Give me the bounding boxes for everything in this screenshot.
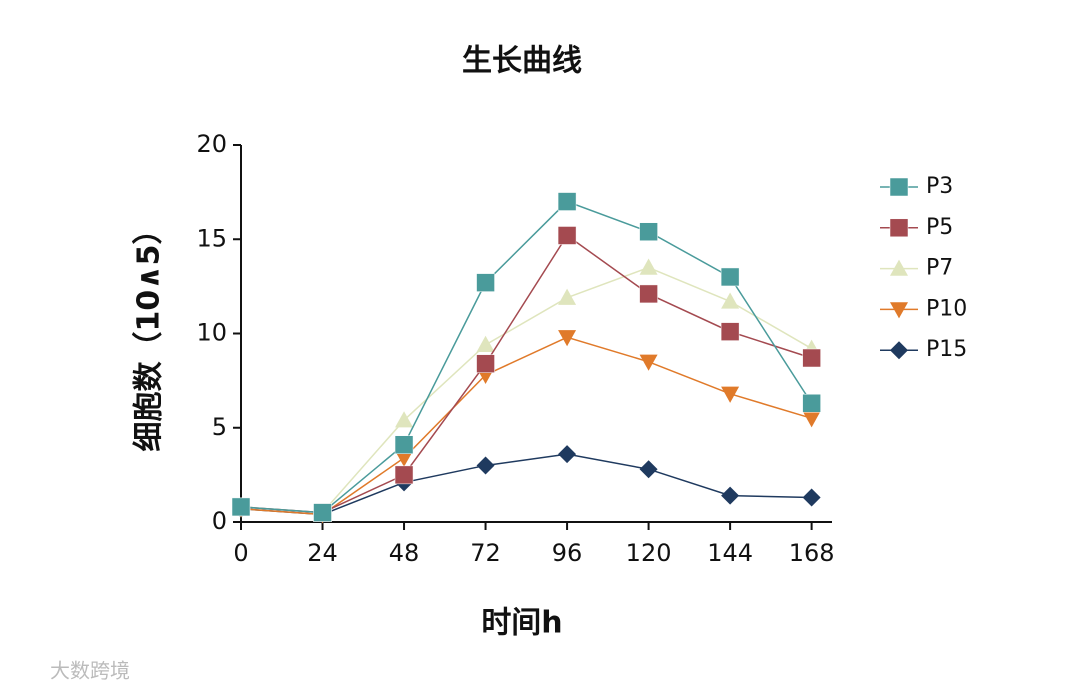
marker: [558, 288, 577, 305]
marker: [889, 177, 909, 197]
marker: [639, 258, 658, 275]
watermark: 大数跨境: [50, 659, 130, 683]
x-axis-label: 时间h: [481, 606, 562, 641]
marker: [890, 302, 908, 319]
marker: [558, 330, 577, 347]
marker: [802, 393, 821, 413]
marker: [802, 348, 821, 368]
marker: [802, 411, 821, 428]
series-line: [240, 336, 812, 516]
marker: [313, 503, 332, 522]
legend-label: P15: [926, 337, 967, 362]
x-tick-label: 0: [233, 539, 248, 567]
marker: [557, 226, 577, 245]
y-tick-label: 0: [212, 507, 227, 535]
marker: [890, 341, 908, 360]
marker: [476, 273, 495, 292]
y-tick-label: 15: [196, 224, 227, 252]
y-tick-label: 5: [212, 413, 227, 441]
marker: [639, 354, 658, 371]
chart-title: 生长曲线: [462, 44, 582, 79]
marker: [721, 486, 740, 505]
marker: [557, 192, 577, 211]
marker: [639, 460, 658, 479]
x-tick-label: 72: [470, 539, 501, 567]
y-tick-label: 10: [196, 319, 227, 347]
marker: [476, 335, 495, 353]
y-axis-label: 细胞数（10∧5）: [132, 215, 167, 452]
series-line: [240, 234, 812, 514]
legend-label: P5: [926, 215, 953, 240]
marker: [395, 411, 414, 428]
marker: [721, 386, 740, 403]
x-tick-label: 48: [389, 539, 420, 567]
series-line: [240, 453, 812, 516]
y-tick-label: 20: [196, 130, 227, 158]
marker: [639, 222, 658, 241]
marker: [394, 465, 414, 485]
marker: [476, 456, 495, 475]
marker: [231, 497, 251, 517]
marker: [639, 284, 658, 304]
series-line: [240, 200, 813, 514]
x-tick-label: 144: [707, 539, 753, 567]
marker: [558, 445, 577, 464]
marker: [802, 488, 821, 507]
marker: [889, 218, 909, 238]
x-tick-label: 24: [307, 539, 338, 567]
marker: [720, 267, 740, 287]
marker: [720, 322, 740, 341]
legend-label: P10: [926, 296, 967, 321]
series-line: [240, 266, 812, 514]
marker: [890, 259, 908, 276]
x-tick-label: 168: [789, 539, 835, 567]
x-tick-label: 120: [626, 539, 672, 567]
marker: [395, 450, 414, 467]
marker: [394, 435, 414, 454]
legend-label: P3: [926, 174, 953, 199]
marker: [476, 354, 495, 373]
x-tick-label: 96: [552, 539, 583, 567]
marker: [721, 292, 740, 309]
legend-label: P7: [926, 256, 953, 281]
